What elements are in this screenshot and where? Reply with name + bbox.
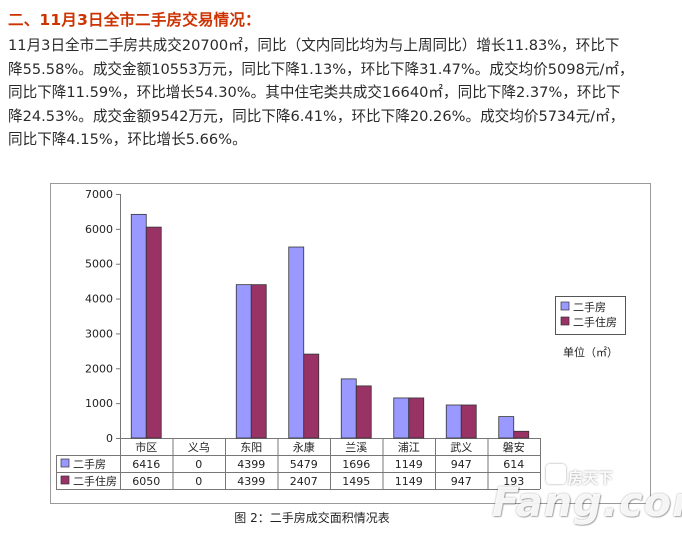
bar-residential — [408, 397, 425, 439]
table-value: 6416 — [132, 458, 160, 471]
table-legend-key — [60, 475, 70, 485]
paragraph-line: 同比下降4.15%，环比增长5.66%。 — [8, 131, 247, 149]
bar-secondhand — [288, 246, 305, 439]
category-label: 磐安 — [503, 440, 525, 454]
legend-swatch — [560, 301, 570, 311]
bar-residential — [145, 226, 162, 439]
paragraph-line: 降55.58%。成交金额10553万元，同比下降1.13%，环比下降31.47%… — [8, 60, 634, 78]
watermark-brand: Fang.com — [492, 480, 682, 526]
y-tick-label: 2000 — [85, 362, 113, 375]
table-value: 1495 — [342, 475, 370, 488]
table-value: 947 — [451, 458, 472, 471]
table-value: 6050 — [132, 475, 160, 488]
y-tick-label: 5000 — [85, 258, 113, 271]
y-tick-label: 0 — [106, 432, 113, 445]
bar-residential — [513, 430, 530, 439]
table-value: 0 — [195, 475, 202, 488]
section-heading: 二、11月3日全市二手房交易情况： — [8, 11, 261, 29]
unit-label: 单位（㎡） — [563, 345, 618, 359]
table-value: 2407 — [290, 475, 318, 488]
category-label: 东阳 — [240, 441, 262, 454]
paragraph-line: 同比下降11.59%，环比增长54.30%。其中住宅类共成交16640㎡，同比下… — [8, 84, 621, 102]
bar-residential — [303, 353, 320, 439]
y-tick-label: 6000 — [85, 223, 113, 236]
bar-residential — [250, 284, 267, 439]
fang-logo-icon — [546, 464, 566, 484]
legend-swatch — [560, 316, 570, 326]
bar-secondhand — [340, 378, 357, 439]
paragraph-line: 降24.53%。成交金额9542万元，同比下降6.41%，环比下降20.26%。… — [8, 107, 625, 125]
category-label: 义乌 — [188, 440, 210, 454]
bar-secondhand — [235, 284, 252, 439]
bar-residential — [355, 385, 372, 439]
table-value: 1149 — [395, 475, 423, 488]
category-label: 兰溪 — [345, 441, 367, 454]
y-tick-label: 4000 — [85, 293, 113, 306]
table-value: 0 — [195, 458, 202, 471]
y-tick-label: 3000 — [85, 327, 113, 340]
y-tick-label: 1000 — [85, 397, 113, 410]
table-value: 1696 — [342, 458, 370, 471]
table-value: 1149 — [395, 458, 423, 471]
table-series-label: 二手住房 — [73, 474, 117, 488]
table-value: 947 — [451, 475, 472, 488]
legend-label: 二手房 — [573, 300, 606, 314]
legend-label: 二手住房 — [573, 315, 617, 329]
bar-residential — [460, 404, 477, 439]
table-value: 4399 — [237, 475, 265, 488]
y-tick-label: 7000 — [85, 188, 113, 201]
bar-secondhand — [498, 416, 515, 439]
paragraph-line: 11月3日全市二手房共成交20700㎡，同比（文内同比均为与上周同比）增长11.… — [8, 37, 620, 54]
table-value: 4399 — [237, 458, 265, 471]
chart-caption: 图 2：二手房成交面积情况表 — [234, 510, 389, 525]
category-label: 市区 — [135, 440, 157, 454]
bar-secondhand — [445, 404, 462, 439]
bar-secondhand — [130, 213, 147, 439]
table-legend-key — [60, 458, 70, 468]
bar-secondhand — [393, 397, 410, 439]
category-label: 永康 — [293, 440, 315, 454]
table-value: 193 — [503, 475, 524, 488]
category-label: 浦江 — [398, 441, 420, 454]
table-series-label: 二手房 — [73, 457, 106, 471]
table-value: 614 — [503, 458, 524, 471]
watermark-chinese: 房天下 — [568, 469, 614, 487]
category-label: 武义 — [450, 441, 472, 454]
table-value: 5479 — [290, 458, 318, 471]
summary-paragraph: 11月3日全市二手房共成交20700㎡，同比（文内同比均为与上周同比）增长11.… — [8, 34, 676, 152]
